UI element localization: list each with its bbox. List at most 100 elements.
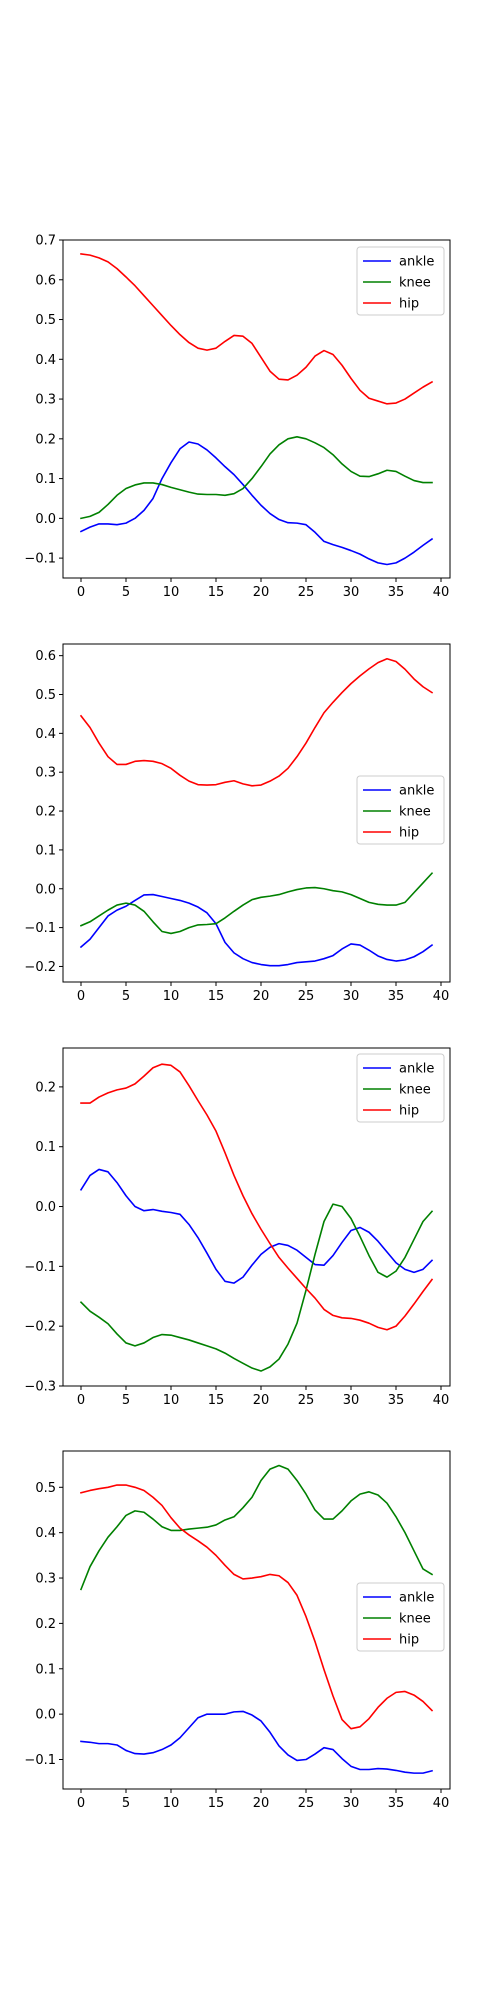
legend: ankle knee hip — [356, 1582, 445, 1652]
y-tick-label: 0.2 — [35, 1080, 56, 1095]
x-tick-label: 40 — [433, 989, 450, 1004]
x-tick-label: 20 — [253, 585, 270, 600]
series-line-ankle — [79, 893, 434, 967]
y-tick-label: −0.1 — [24, 1753, 56, 1768]
y-tick-label: 0.6 — [35, 273, 56, 288]
plot-frame — [62, 1450, 451, 1790]
series-line-knee — [79, 1203, 434, 1372]
x-tick-label: 40 — [433, 1796, 450, 1811]
x-tick-label: 10 — [163, 1796, 180, 1811]
series-line-knee — [80, 436, 433, 520]
legend: ankle knee hip — [356, 246, 445, 316]
plot-frame — [62, 239, 451, 579]
y-tick-label: −0.2 — [24, 1320, 56, 1335]
x-tick-label: 10 — [163, 585, 180, 600]
chart-2: 0 5 10 15 20 25 30 35 40 −0.2 −0.1 0.0 0.1 0.2 0.3 0.4 0… — [24, 643, 451, 1004]
y-tick-label: 0.1 — [35, 1662, 56, 1677]
y-tick-label: 0.4 — [35, 353, 56, 368]
x-tick-label: 5 — [122, 1796, 130, 1811]
series-lines — [79, 657, 434, 967]
y-tick-label: 0.4 — [35, 1526, 56, 1541]
y-tick-label: 0.0 — [35, 512, 56, 527]
x-tick-label: 0 — [77, 1393, 85, 1408]
y-tick-label: 0.2 — [35, 432, 56, 447]
x-tick-label: 15 — [208, 585, 225, 600]
legend-label-ankle: ankle — [399, 784, 434, 799]
y-tick-label: 0.3 — [35, 1572, 56, 1587]
legend-label-knee: knee — [399, 1612, 431, 1627]
legend-label-hip: hip — [399, 297, 419, 312]
x-tick-label: 5 — [122, 585, 130, 600]
x-tick-label: 0 — [77, 585, 85, 600]
series-line-knee — [79, 872, 434, 935]
legend-label-hip: hip — [399, 1633, 419, 1648]
x-tick-label: 35 — [388, 989, 405, 1004]
x-tick-label: 0 — [77, 1796, 85, 1811]
y-tick-label: 0.6 — [35, 649, 56, 664]
y-tick-label: −0.1 — [24, 552, 56, 567]
y-tick-label: 0.4 — [35, 727, 56, 742]
plot-frame — [62, 643, 451, 983]
series-line-knee — [79, 1464, 434, 1591]
x-tick-label: 30 — [343, 989, 360, 1004]
x-tick-label: 25 — [298, 1796, 315, 1811]
series-lines — [79, 1063, 434, 1372]
series-line-hip — [80, 253, 434, 405]
y-tick-label: 0.1 — [35, 472, 56, 487]
x-tick-label: 40 — [433, 1393, 450, 1408]
x-tick-label: 0 — [77, 989, 85, 1004]
legend-box — [356, 246, 445, 316]
x-tick-label: 5 — [122, 1393, 130, 1408]
y-tick-label: 0.0 — [35, 882, 56, 897]
y-tick-label: 0.1 — [35, 843, 56, 858]
y-tick-label: 0.7 — [35, 234, 56, 249]
x-tick-label: 15 — [208, 1393, 225, 1408]
x-tick-label: 15 — [208, 989, 225, 1004]
legend-label-ankle: ankle — [399, 1591, 434, 1606]
x-tick-label: 35 — [388, 1393, 405, 1408]
x-tick-label: 25 — [298, 1393, 315, 1408]
x-tick-label: 20 — [253, 1393, 270, 1408]
y-tick-label: −0.1 — [24, 921, 56, 936]
y-tick-label: 0.1 — [35, 1140, 56, 1155]
series-lines — [79, 253, 434, 566]
legend: ankle knee hip — [356, 775, 445, 845]
y-tick-label: −0.3 — [24, 1380, 56, 1395]
plot-frame — [62, 1047, 451, 1387]
legend-label-knee: knee — [399, 276, 431, 291]
series-lines — [79, 1464, 434, 1774]
x-tick-label: 15 — [208, 1796, 225, 1811]
series-line-hip — [80, 1063, 434, 1331]
y-tick-label: −0.2 — [24, 960, 56, 975]
x-tick-label: 20 — [253, 1796, 270, 1811]
x-tick-label: 20 — [253, 989, 270, 1004]
x-tick-label: 30 — [343, 585, 360, 600]
y-tick-label: 0.5 — [35, 1481, 56, 1496]
x-tick-label: 10 — [163, 989, 180, 1004]
y-tick-label: 0.2 — [35, 1617, 56, 1632]
series-line-ankle — [79, 441, 434, 566]
x-tick-label: 10 — [163, 1393, 180, 1408]
legend-label-ankle: ankle — [399, 255, 434, 270]
legend-label-ankle: ankle — [399, 1062, 434, 1077]
legend-box — [356, 775, 445, 845]
chart-3: 0 5 10 15 20 25 30 35 40 −0.3 −0.2 −0.1 0.0 0.1 0.2 ank… — [24, 1047, 451, 1408]
legend-box — [356, 1053, 445, 1123]
x-tick-label: 5 — [122, 989, 130, 1004]
x-tick-label: 30 — [343, 1796, 360, 1811]
y-tick-label: 0.5 — [35, 688, 56, 703]
y-tick-label: 0.0 — [35, 1708, 56, 1723]
y-tick-label: 0.3 — [35, 393, 56, 408]
x-tick-label: 30 — [343, 1393, 360, 1408]
x-tick-label: 25 — [298, 585, 315, 600]
y-tick-label: 0.0 — [35, 1200, 56, 1215]
series-line-hip — [80, 1484, 434, 1730]
y-tick-label: 0.2 — [35, 805, 56, 820]
legend-label-knee: knee — [399, 805, 431, 820]
x-tick-label: 25 — [298, 989, 315, 1004]
chart-4: 0 5 10 15 20 25 30 35 40 −0.1 0.0 0.1 0.2 0.3 0.4 0.5 an… — [24, 1450, 451, 1811]
legend-label-knee: knee — [399, 1083, 431, 1098]
y-tick-label: 0.3 — [35, 766, 56, 781]
legend-box — [356, 1582, 445, 1652]
